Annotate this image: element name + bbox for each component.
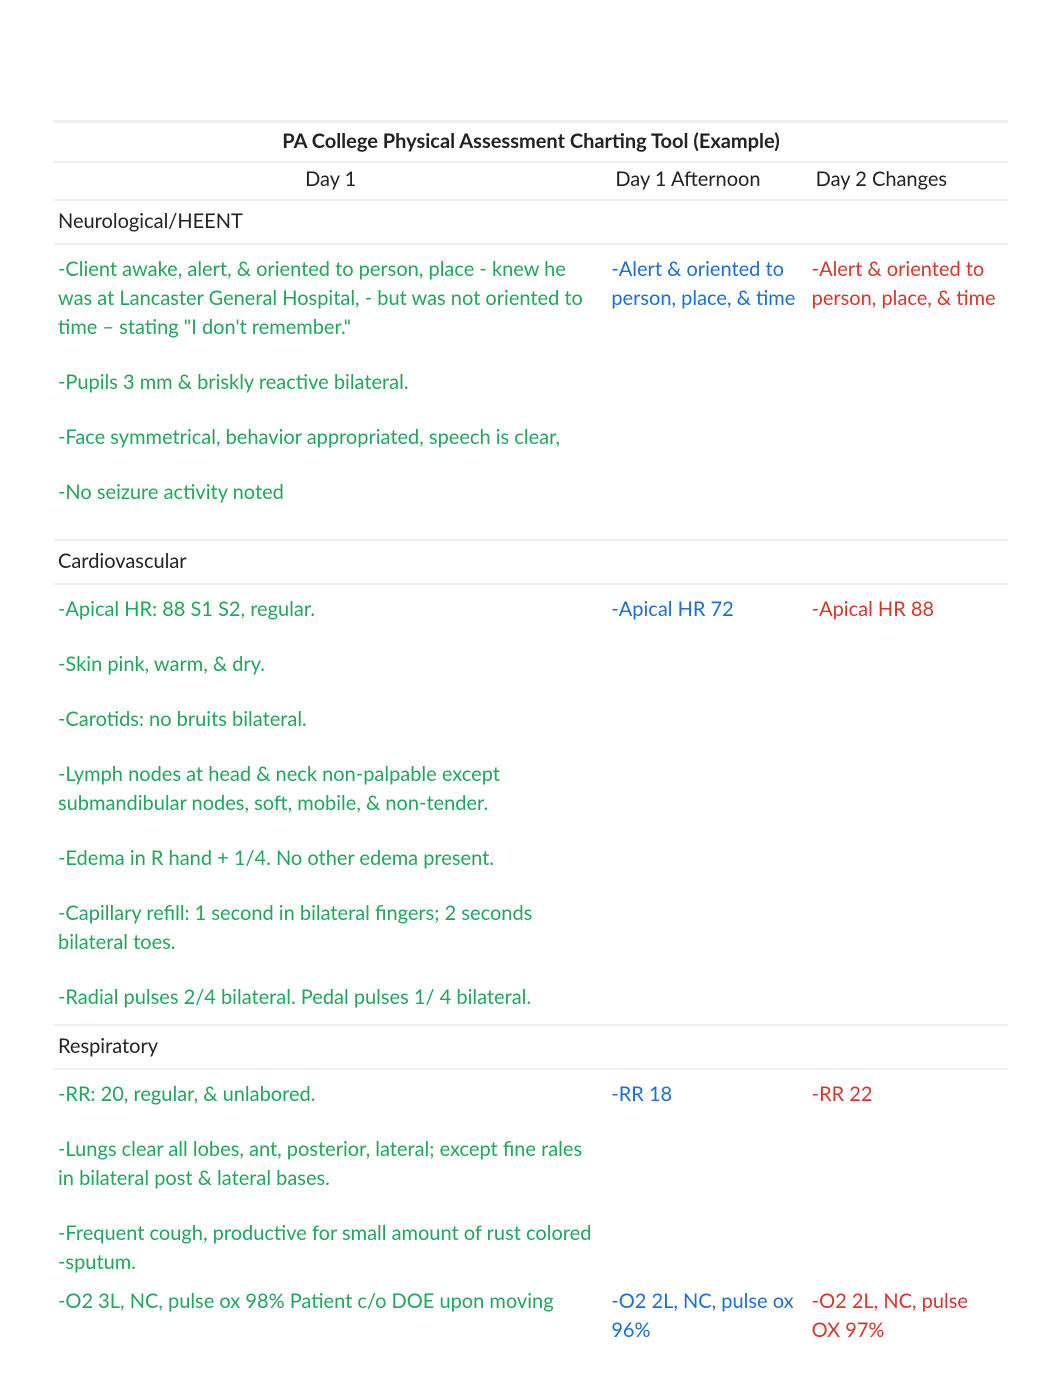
- cardio-day1pm: -Apical HR 72: [607, 585, 807, 1022]
- cardio-data-row: -Apical HR: 88 S1 S2, regular. -Skin pin…: [54, 585, 1008, 1022]
- neuro-day2: -Alert & oriented to person, place, & ti…: [808, 245, 1008, 517]
- section-label-resp: Respiratory: [54, 1026, 1008, 1070]
- resp-day1-o2: -O2 3L, NC, pulse ox 98% Patient c/o DOE…: [54, 1287, 607, 1355]
- col-head-day1: Day 1: [54, 163, 607, 201]
- cardio-d1-p1: -Apical HR: 88 S1 S2, regular.: [58, 595, 599, 624]
- neuro-data-row: -Client awake, alert, & oriented to pers…: [54, 245, 1008, 517]
- col-head-day2: Day 2 Changes: [808, 163, 1008, 201]
- neuro-day1: -Client awake, alert, & oriented to pers…: [54, 245, 607, 517]
- assessment-table: PA College Physical Assessment Charting …: [54, 120, 1008, 1355]
- cardio-d1-p6: -Capillary refill: 1 second in bilateral…: [58, 899, 599, 957]
- column-header-row: Day 1 Day 1 Afternoon Day 2 Changes: [54, 163, 1008, 201]
- cardio-day1: -Apical HR: 88 S1 S2, regular. -Skin pin…: [54, 585, 607, 1022]
- resp-day2-o2: -O2 2L, NC, pulse OX 97%: [808, 1287, 1008, 1355]
- resp-d1-p4: -O2 3L, NC, pulse ox 98% Patient c/o DOE…: [58, 1287, 599, 1316]
- resp-day2-rr: -RR 22: [808, 1070, 1008, 1287]
- neuro-d1-p2: -Pupils 3 mm & briskly reactive bilatera…: [58, 368, 599, 397]
- section-label-cardio: Cardiovascular: [54, 541, 1008, 585]
- section-label-neuro: Neurological/HEENT: [54, 201, 1008, 245]
- resp-d1-p1: -RR: 20, regular, & unlabored.: [58, 1080, 599, 1109]
- neuro-d1-p4: -No seizure activity noted: [58, 478, 599, 507]
- resp-day1pm-rr: -RR 18: [607, 1070, 807, 1287]
- section-row-neuro: Neurological/HEENT: [54, 201, 1008, 245]
- title-row: PA College Physical Assessment Charting …: [54, 120, 1008, 163]
- resp-day1-top: -RR: 20, regular, & unlabored. -Lungs cl…: [54, 1070, 607, 1287]
- cardio-d1-p3: -Carotids: no bruits bilateral.: [58, 705, 599, 734]
- neuro-d1-p1: -Client awake, alert, & oriented to pers…: [58, 255, 599, 342]
- resp-data-row-1: -RR: 20, regular, & unlabored. -Lungs cl…: [54, 1070, 1008, 1287]
- neuro-d1-p3: -Face symmetrical, behavior appropriated…: [58, 423, 599, 452]
- section-row-resp: Respiratory: [54, 1026, 1008, 1070]
- resp-d1-p2: -Lungs clear all lobes, ant, posterior, …: [58, 1135, 599, 1193]
- resp-data-row-2: -O2 3L, NC, pulse ox 98% Patient c/o DOE…: [54, 1287, 1008, 1355]
- cardio-d1-p7: -Radial pulses 2/4 bilateral. Pedal puls…: [58, 983, 599, 1012]
- col-head-day1pm: Day 1 Afternoon: [607, 163, 807, 201]
- neuro-day1pm: -Alert & oriented to person, place, & ti…: [607, 245, 807, 517]
- document-page: PA College Physical Assessment Charting …: [0, 0, 1062, 1395]
- cardio-d1-p2: -Skin pink, warm, & dry.: [58, 650, 599, 679]
- resp-d1-p3: -Frequent cough, productive for small am…: [58, 1219, 599, 1277]
- page-title: PA College Physical Assessment Charting …: [54, 120, 1008, 163]
- cardio-d1-p4: -Lymph nodes at head & neck non-palpable…: [58, 760, 599, 818]
- resp-day1pm-o2: -O2 2L, NC, pulse ox 96%: [607, 1287, 807, 1355]
- cardio-day2: -Apical HR 88: [808, 585, 1008, 1022]
- section-row-cardio: Cardiovascular: [54, 541, 1008, 585]
- cardio-d1-p5: -Edema in R hand + 1/4. No other edema p…: [58, 844, 599, 873]
